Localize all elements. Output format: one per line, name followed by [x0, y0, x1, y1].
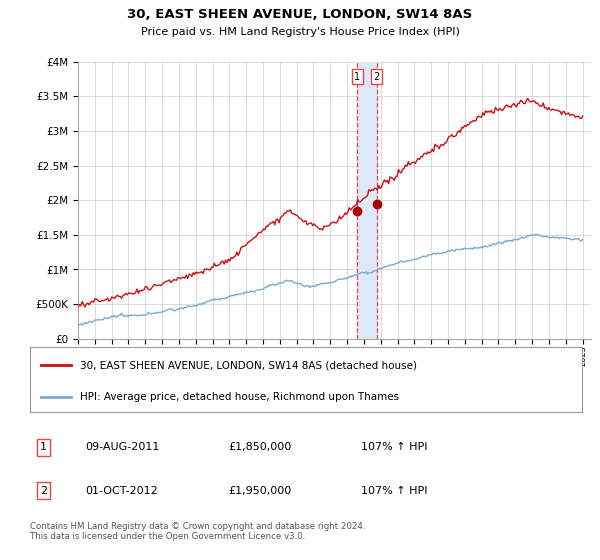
Text: HPI: Average price, detached house, Richmond upon Thames: HPI: Average price, detached house, Rich… — [80, 393, 399, 403]
Text: 107% ↑ HPI: 107% ↑ HPI — [361, 442, 428, 452]
Bar — [357, 62, 377, 339]
Text: 1: 1 — [354, 72, 360, 82]
Text: 30, EAST SHEEN AVENUE, LONDON, SW14 8AS (detached house): 30, EAST SHEEN AVENUE, LONDON, SW14 8AS … — [80, 360, 416, 370]
Text: 1: 1 — [40, 442, 47, 452]
Text: 09-AUG-2011: 09-AUG-2011 — [85, 442, 160, 452]
Text: 01-OCT-2012: 01-OCT-2012 — [85, 486, 158, 496]
Text: 2: 2 — [40, 486, 47, 496]
Text: Contains HM Land Registry data © Crown copyright and database right 2024.
This d: Contains HM Land Registry data © Crown c… — [30, 522, 365, 542]
Text: 2: 2 — [373, 72, 380, 82]
Text: Price paid vs. HM Land Registry's House Price Index (HPI): Price paid vs. HM Land Registry's House … — [140, 27, 460, 37]
Text: 30, EAST SHEEN AVENUE, LONDON, SW14 8AS: 30, EAST SHEEN AVENUE, LONDON, SW14 8AS — [127, 8, 473, 21]
Text: £1,950,000: £1,950,000 — [229, 486, 292, 496]
Text: £1,850,000: £1,850,000 — [229, 442, 292, 452]
Text: 107% ↑ HPI: 107% ↑ HPI — [361, 486, 428, 496]
